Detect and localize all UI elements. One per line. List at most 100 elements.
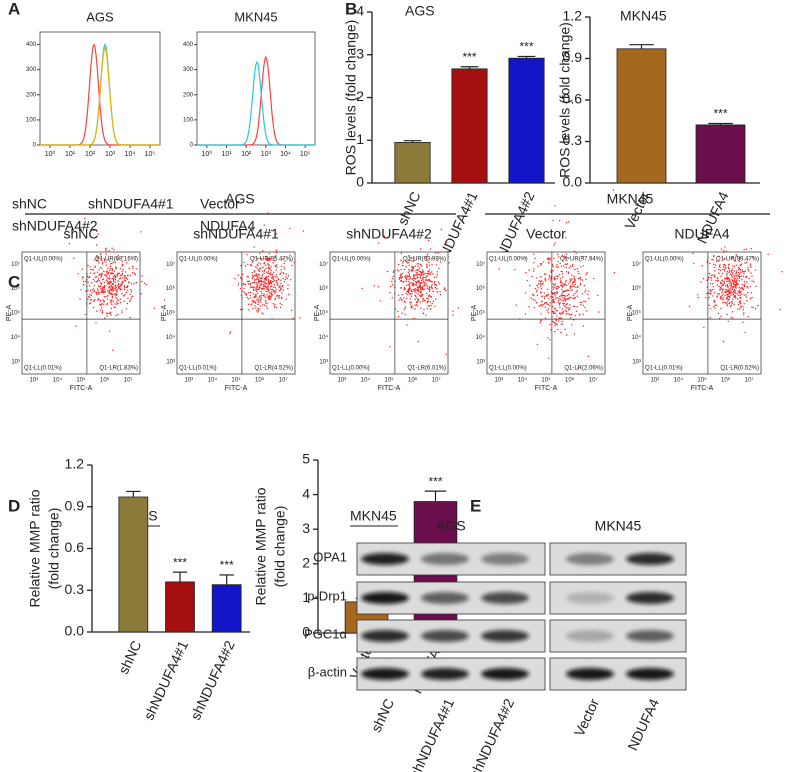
dot [121,310,123,312]
dot [429,301,431,303]
dot [96,288,99,290]
dot [128,267,130,270]
dot [725,267,727,270]
dot [99,299,102,302]
dot [121,277,123,279]
dot [584,306,586,309]
dot [256,263,259,265]
dot [435,276,437,278]
dot [275,249,278,252]
dot [541,295,543,297]
dot [530,297,532,299]
dot [725,288,727,291]
dot [410,281,412,284]
dot [397,294,400,296]
dot [557,275,559,278]
y-tick-label: 10⁶ [11,285,21,292]
y-tick-label: 0 [356,174,364,190]
dot [263,288,265,290]
dot [256,287,258,289]
dot [571,278,573,280]
dot [724,246,726,248]
dot [123,276,125,278]
x-tick-label: shNDUFA4#2 [187,638,238,723]
dot [554,291,556,294]
dot [409,276,411,278]
y-tick-label: 3 [302,520,310,536]
y-axis-label: ROS levels (fold change) [343,20,359,176]
dot [255,296,257,298]
y-tick-label: 10³ [166,359,175,365]
dot [397,269,399,271]
dot [116,258,119,260]
dot [420,288,423,291]
y-axis-label: (fold change) [272,506,288,588]
dot [92,269,94,271]
dot [745,296,747,298]
dot [275,291,277,293]
dot [583,300,585,302]
dot [569,265,572,267]
dot [426,265,428,268]
dot [278,294,280,297]
dot [412,283,415,285]
dot [728,293,731,295]
dot [731,269,733,272]
dot [583,284,586,287]
y-tick-label: 10⁵ [11,310,21,317]
dot [724,268,726,271]
dot [750,292,753,294]
dot [719,269,722,271]
dot [692,252,694,255]
dot [700,281,702,283]
dot [427,305,429,307]
dot [257,309,260,311]
dot [398,270,400,272]
dot [115,256,118,258]
dot [361,287,363,290]
dot [556,315,558,317]
dot [726,276,728,278]
dot [125,277,128,279]
dot [267,278,270,280]
dot [274,304,276,306]
dot [287,293,290,296]
dot [121,282,124,284]
dot [713,254,715,257]
dot [410,301,413,304]
dot [529,284,531,287]
dot [114,279,117,281]
dot [536,343,539,346]
plot-frame [486,251,606,375]
dot [408,282,411,284]
dot [102,261,104,264]
dot [284,260,286,262]
dot [411,266,413,268]
dot [552,283,554,285]
dot [727,266,729,268]
dot [119,298,122,300]
dot [121,272,124,275]
dot [706,292,708,295]
dot [740,271,742,274]
dot [727,294,729,296]
dot [728,271,730,273]
dot [435,264,437,266]
dot [721,284,723,287]
dot [547,257,549,259]
dot [585,300,587,303]
dot [404,306,407,308]
dot [426,308,429,310]
dot [741,293,743,295]
dot [767,253,769,255]
dot [567,306,569,309]
dot [415,270,417,272]
y-tick-label: 0 [302,624,310,640]
dot [416,263,419,265]
quadrant-label: Q1-UL(0.00%) [645,257,684,263]
dot [379,300,382,302]
x-tick-label: 10³ [105,151,116,158]
dot [401,280,403,282]
y-axis-label: PE-A [471,305,478,322]
x-tick-label: 10⁴ [280,151,291,158]
